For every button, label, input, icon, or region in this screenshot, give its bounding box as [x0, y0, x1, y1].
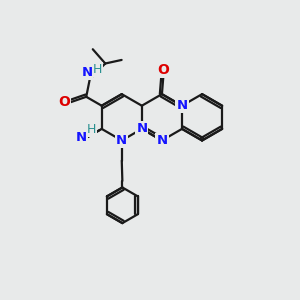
Text: H: H — [93, 63, 102, 76]
Text: N: N — [116, 134, 127, 147]
Text: O: O — [58, 95, 70, 109]
Text: H: H — [87, 122, 96, 136]
Text: N: N — [176, 99, 188, 112]
Text: N: N — [76, 131, 87, 144]
Text: N: N — [156, 134, 167, 147]
Text: N: N — [136, 122, 147, 135]
Text: O: O — [158, 63, 169, 77]
Text: N: N — [81, 66, 92, 79]
